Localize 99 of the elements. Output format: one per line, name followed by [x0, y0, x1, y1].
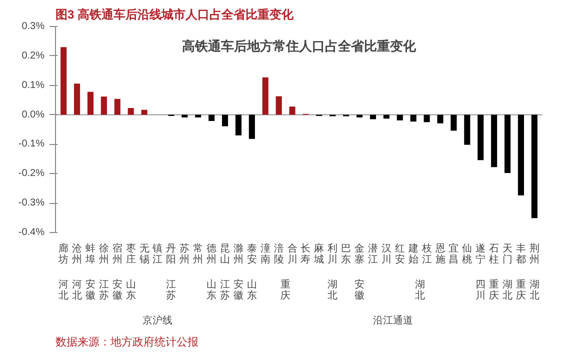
x-tick-label: 荆州 [529, 242, 540, 266]
bar [437, 114, 444, 124]
x-tick-label: 丹阳 [166, 244, 176, 266]
x-tick-label: 苏州 [180, 242, 190, 266]
x-tick-label: 合川 [287, 242, 298, 266]
bar [74, 84, 80, 115]
text: 安徽 [354, 278, 365, 302]
text: 山东 [126, 278, 136, 302]
text: 湖北 [328, 278, 338, 302]
text: 安徽 [85, 278, 96, 302]
text: 重庆 [280, 278, 291, 302]
text: 江苏 [98, 278, 109, 302]
x-tick-label: 潜江 [368, 242, 378, 266]
x-tick-label: 常州 [193, 242, 204, 266]
x-tick-label: 巴东 [341, 244, 352, 266]
bar [383, 114, 390, 119]
x-tick-label: 沧州 [72, 242, 82, 266]
bar [114, 98, 120, 115]
bar [491, 114, 498, 168]
y-tick-label: -0.4% [18, 227, 45, 238]
y-tick-label: -0.1% [18, 138, 45, 150]
x-tick-label: 枣庄 [126, 242, 136, 266]
x-tick-label: 潼南 [260, 242, 270, 266]
text: 重庆 [489, 278, 500, 302]
x-tick-label: 汉川 [381, 242, 392, 266]
x-tick-label: 建始 [407, 242, 418, 266]
text: 湖北 [529, 278, 540, 302]
x-tick-label: 金寨 [354, 242, 365, 266]
bar [235, 114, 242, 136]
x-tick-label: 涪陵 [274, 242, 284, 266]
y-tick-label: 0.1% [22, 80, 45, 91]
x-tick-label: 石柱 [489, 244, 500, 266]
bar [60, 47, 67, 115]
text: 安徽 [233, 278, 244, 302]
x-tick-label: 红安 [394, 242, 405, 266]
bar [356, 114, 363, 118]
x-tick-label: 徐州 [98, 242, 109, 266]
bar [128, 108, 134, 115]
text: 湖北 [415, 278, 426, 302]
text: 河北 [72, 278, 82, 302]
text: 重庆 [516, 278, 526, 302]
bar [424, 114, 430, 122]
x-tick-label: 长寿 [300, 242, 311, 266]
x-tick-label: 遂宁 [476, 242, 486, 266]
bar [182, 114, 188, 118]
x-tick-label: 蚌埠 [84, 242, 96, 266]
chart-title: 图3 高铁通车后沿线城市人口占全省比重变化 [56, 8, 295, 22]
x-tick-label: 镇江 [152, 242, 163, 266]
x-tick-label: 丰都 [516, 242, 526, 266]
y-tick-label: -0.3% [18, 198, 45, 209]
text: 四川 [476, 280, 486, 302]
bar [450, 114, 457, 131]
bar [87, 92, 94, 115]
x-tick-label: 仙桃 [462, 244, 472, 266]
bar [262, 77, 268, 115]
text: 湖北 [502, 278, 513, 302]
text: 山东 [246, 278, 257, 302]
bar [100, 96, 107, 115]
text: 高铁通车后地方常住人口占全省比重变化 [182, 38, 417, 54]
x-tick-label: 无锡 [138, 244, 150, 266]
source-note: 数据来源：地方政府统计公报 [56, 336, 198, 348]
text: 京沪线 [142, 314, 173, 326]
y-tick-label: 0.0% [22, 109, 45, 120]
x-tick-label: 麻城 [313, 242, 324, 266]
text: 江苏 [220, 278, 230, 302]
text: 江苏 [166, 278, 176, 302]
bar [222, 114, 228, 126]
text: 河北 [58, 278, 69, 302]
x-tick-label: 宜昌 [448, 242, 459, 266]
y-tick-label: 0.2% [22, 50, 45, 62]
text: 沿江通道 [373, 314, 414, 326]
x-tick-label: 泰安 [246, 244, 257, 266]
bar [370, 114, 376, 120]
bar [195, 114, 202, 118]
bar [531, 114, 538, 218]
y-tick-label: -0.2% [18, 168, 45, 180]
bar [248, 114, 255, 139]
bar [141, 110, 148, 115]
bar [464, 114, 470, 145]
x-tick-label: 天门 [502, 244, 513, 266]
bar [276, 96, 282, 115]
bar [518, 114, 524, 196]
x-tick-label: 枝江 [420, 242, 432, 266]
bar [289, 106, 296, 115]
x-tick-label: 恩施 [434, 244, 446, 266]
text: 山东 [206, 278, 217, 302]
text: 安徽 [112, 278, 122, 302]
x-tick-label: 宿州 [112, 242, 122, 266]
bar [410, 114, 416, 122]
x-tick-label: 利川 [328, 242, 338, 266]
x-tick-label: 昆山 [220, 244, 230, 266]
x-tick-label: 滁州 [233, 242, 244, 266]
x-tick-label: 廊坊 [58, 242, 69, 266]
bar [396, 114, 403, 120]
y-tick-label: 0.3% [22, 21, 45, 32]
bar [478, 114, 484, 160]
bar [504, 114, 511, 174]
bar [208, 114, 215, 121]
x-tick-label: 德州 [206, 244, 217, 266]
